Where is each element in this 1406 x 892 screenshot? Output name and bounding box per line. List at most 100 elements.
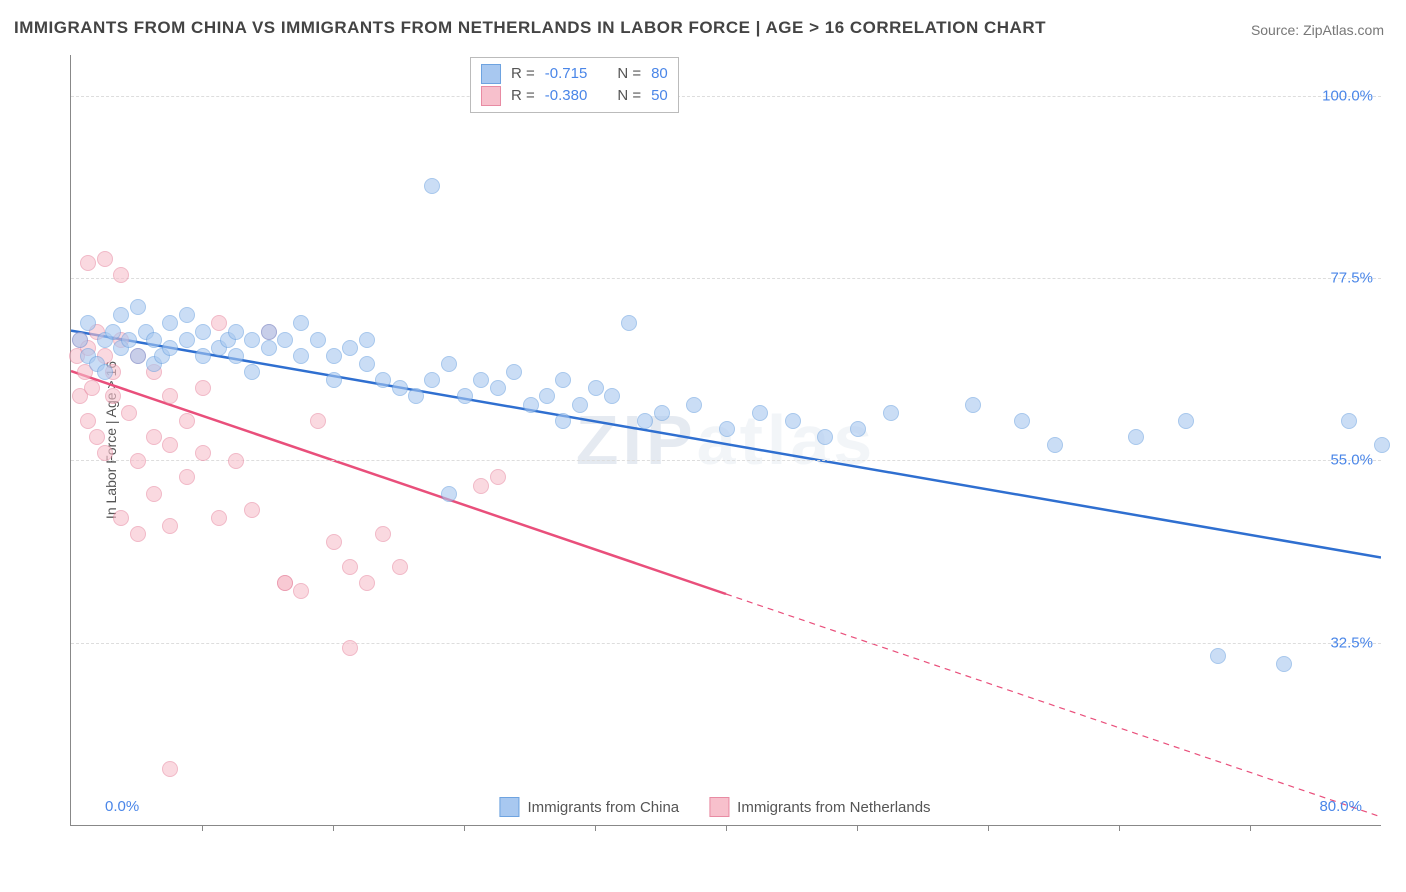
data-point	[490, 380, 506, 396]
gridline	[71, 643, 1381, 644]
data-point	[146, 332, 162, 348]
legend-N-value: 80	[651, 63, 668, 85]
legend-R-label: R =	[511, 85, 535, 107]
data-point	[89, 429, 105, 445]
x-axis-min-label: 0.0%	[105, 798, 139, 815]
x-tick	[1119, 825, 1120, 831]
data-point	[146, 486, 162, 502]
data-point	[130, 453, 146, 469]
swatch-netherlands-icon	[481, 86, 501, 106]
y-tick-label: 55.0%	[1330, 452, 1373, 469]
data-point	[752, 405, 768, 421]
legend-N-value: 50	[651, 85, 668, 107]
chart-title: IMMIGRANTS FROM CHINA VS IMMIGRANTS FROM…	[14, 18, 1046, 38]
data-point	[244, 502, 260, 518]
legend-R-value: -0.380	[545, 85, 588, 107]
x-axis-max-label: 80.0%	[1319, 798, 1362, 815]
x-tick	[1250, 825, 1251, 831]
data-point	[162, 340, 178, 356]
plot-area: ZIPatlas 32.5%55.0%77.5%100.0%	[70, 55, 1381, 826]
legend-top-row-china: R = -0.715 N = 80	[481, 63, 668, 85]
data-point	[473, 478, 489, 494]
legend-N-label: N =	[617, 63, 641, 85]
x-tick	[464, 825, 465, 831]
data-point	[228, 324, 244, 340]
trend-lines-svg	[71, 55, 1381, 825]
data-point	[261, 340, 277, 356]
data-point	[228, 348, 244, 364]
data-point	[121, 332, 137, 348]
data-point	[342, 640, 358, 656]
gridline	[71, 460, 1381, 461]
data-point	[179, 469, 195, 485]
data-point	[97, 251, 113, 267]
data-point	[359, 575, 375, 591]
data-point	[130, 348, 146, 364]
data-point	[441, 486, 457, 502]
legend-bottom-china-label: Immigrants from China	[527, 799, 679, 816]
data-point	[785, 413, 801, 429]
data-point	[277, 332, 293, 348]
x-tick	[333, 825, 334, 831]
legend-top-row-netherlands: R = -0.380 N = 50	[481, 85, 668, 107]
data-point	[359, 332, 375, 348]
legend-top: R = -0.715 N = 80 R = -0.380 N = 50	[470, 57, 679, 113]
data-point	[1210, 648, 1226, 664]
x-tick	[595, 825, 596, 831]
data-point	[130, 526, 146, 542]
swatch-china-icon	[499, 797, 519, 817]
y-tick-label: 32.5%	[1330, 634, 1373, 651]
data-point	[441, 356, 457, 372]
x-tick	[988, 825, 989, 831]
data-point	[277, 575, 293, 591]
data-point	[326, 348, 342, 364]
data-point	[555, 413, 571, 429]
x-tick	[726, 825, 727, 831]
swatch-china-icon	[481, 64, 501, 84]
data-point	[113, 267, 129, 283]
trend-line	[71, 331, 1381, 558]
data-point	[1374, 437, 1390, 453]
data-point	[523, 397, 539, 413]
x-tick	[857, 825, 858, 831]
data-point	[392, 559, 408, 575]
data-point	[686, 397, 702, 413]
data-point	[310, 413, 326, 429]
trend-line	[726, 594, 1381, 817]
data-point	[1341, 413, 1357, 429]
data-point	[1014, 413, 1030, 429]
y-tick-label: 77.5%	[1330, 269, 1373, 286]
legend-bottom: Immigrants from China Immigrants from Ne…	[499, 797, 930, 817]
swatch-netherlands-icon	[709, 797, 729, 817]
y-tick-label: 100.0%	[1322, 87, 1373, 104]
data-point	[179, 413, 195, 429]
data-point	[261, 324, 277, 340]
data-point	[84, 380, 100, 396]
data-point	[1276, 656, 1292, 672]
x-tick	[202, 825, 203, 831]
data-point	[965, 397, 981, 413]
chart: In Labor Force | Age > 16 ZIPatlas 32.5%…	[50, 55, 1380, 825]
gridline	[71, 278, 1381, 279]
data-point	[719, 421, 735, 437]
data-point	[572, 397, 588, 413]
data-point	[130, 299, 146, 315]
data-point	[179, 307, 195, 323]
legend-N-label: N =	[617, 85, 641, 107]
data-point	[146, 429, 162, 445]
data-point	[195, 324, 211, 340]
data-point	[105, 324, 121, 340]
data-point	[310, 332, 326, 348]
data-point	[97, 445, 113, 461]
data-point	[244, 332, 260, 348]
data-point	[195, 348, 211, 364]
data-point	[883, 405, 899, 421]
data-point	[1178, 413, 1194, 429]
data-point	[97, 364, 113, 380]
data-point	[342, 559, 358, 575]
data-point	[1047, 437, 1063, 453]
data-point	[80, 255, 96, 271]
data-point	[121, 405, 137, 421]
data-point	[228, 453, 244, 469]
data-point	[424, 178, 440, 194]
